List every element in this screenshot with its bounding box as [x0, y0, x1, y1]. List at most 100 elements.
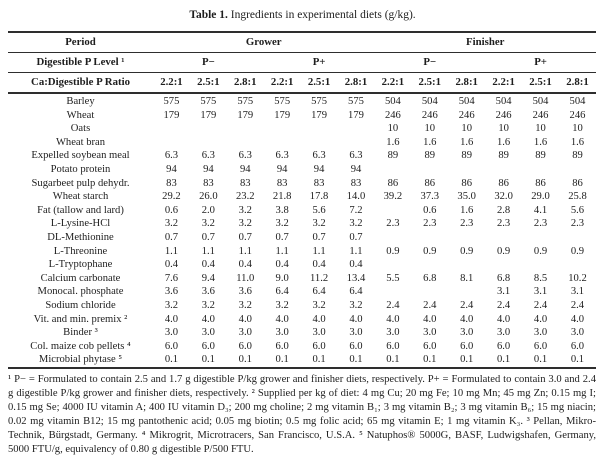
- table-cell: 0.1: [496, 354, 511, 366]
- table-cell: 575: [200, 96, 217, 107]
- table-cell: 504: [458, 96, 475, 107]
- table-row: Sugarbeet pulp dehydr. 83 83 83 83 83 83 86 86 86…: [8, 177, 596, 191]
- table-cell: [448, 258, 485, 272]
- table-cell: 83: [350, 177, 362, 189]
- table-cell: 83: [166, 177, 177, 189]
- table-cell: 13.4: [346, 272, 366, 284]
- table-row: Calcium carbonate 7.6 9.4 11.0 9.0 11.2 13.4 5.…: [8, 272, 596, 286]
- table-cell: 1.1: [201, 245, 215, 257]
- ingredient-label: Binder ³: [63, 327, 98, 339]
- table-cell: 2.3: [533, 218, 548, 230]
- table-cell: 0.7: [312, 231, 326, 243]
- table-caption-text: Ingredients in experimental diets (g/kg)…: [230, 9, 416, 21]
- table-cell: 89: [572, 150, 583, 162]
- table-cell: [374, 204, 411, 218]
- table-cell: 11.0: [236, 272, 255, 284]
- table-cell: [301, 136, 338, 150]
- table-cell: 1.6: [570, 136, 585, 148]
- table-cell: 3.2: [164, 218, 179, 230]
- table-cell: [411, 163, 448, 177]
- table-cell: 3.2: [164, 299, 179, 311]
- table-caption: Table 1. Ingredients in experimental die…: [8, 8, 597, 22]
- table-cell: [227, 122, 264, 136]
- table-cell: 0.4: [164, 259, 179, 271]
- ingredient-label: Microbial phytase ⁵: [38, 354, 123, 366]
- table-cell: 3.2: [201, 218, 215, 230]
- ratio-column-header: 2.5:1: [418, 76, 442, 88]
- ingredient-label: Expelled soybean meal: [31, 150, 130, 162]
- table-cell: 29.0: [531, 191, 550, 203]
- table-cell: 0.6: [164, 204, 179, 216]
- table-cell: 3.2: [238, 204, 252, 216]
- table-cell: 6.3: [275, 150, 289, 162]
- table-cell: 179: [311, 109, 328, 121]
- table-cell: 575: [348, 96, 364, 107]
- table-cell: 0.1: [570, 354, 585, 366]
- table-cell: 83: [239, 177, 251, 189]
- table-cell: [485, 231, 522, 245]
- ingredient-label: DL-Methionine: [47, 231, 114, 243]
- ingredient-label: Wheat starch: [52, 191, 109, 203]
- table-cell: 86: [535, 177, 546, 189]
- table-cell: [411, 258, 448, 272]
- table-cell: 3.2: [238, 218, 252, 230]
- table-cell: 6.0: [386, 340, 400, 352]
- table-cell: 2.3: [423, 218, 437, 230]
- table-cell: 0.1: [460, 354, 474, 366]
- table-cell: 3.8: [275, 204, 289, 216]
- table-cell: 246: [421, 109, 438, 121]
- table-cell: 504: [384, 96, 401, 107]
- ratio-column-header: 2.8:1: [234, 76, 257, 88]
- table-cell: 4.0: [496, 313, 511, 325]
- table-row: Monocal. phosphate 3.6 3.6 3.6 6.4 6.4 6.4 3.1 3…: [8, 285, 596, 299]
- table-cell: 6.8: [423, 272, 437, 284]
- table-cell: 3.0: [312, 327, 326, 339]
- table-cell: 0.4: [201, 259, 215, 271]
- table-cell: 83: [203, 177, 214, 189]
- table-row: Sodium chloride 3.2 3.2 3.2 3.2 3.2 3.2 2.4 2.4 2…: [8, 299, 596, 313]
- table-cell: 179: [163, 109, 180, 121]
- table-cell: 3.0: [423, 327, 437, 339]
- table-cell: 179: [274, 109, 291, 121]
- table-cell: 246: [384, 109, 401, 121]
- table-cell: 0.1: [423, 354, 437, 366]
- table-cell: 4.0: [386, 313, 400, 325]
- table-cell: 89: [461, 150, 472, 162]
- table-row: Barley 575 575 575 575 575 575 504 504 504 504 504 5…: [8, 93, 596, 109]
- table-cell: [374, 258, 411, 272]
- table-cell: 6.3: [201, 150, 215, 162]
- table-cell: 0.1: [201, 354, 215, 366]
- table-cell: 8.1: [460, 272, 474, 284]
- table-cell: 6.0: [201, 340, 215, 352]
- p-level-group-header: P−: [423, 56, 437, 68]
- table-cell: 3.1: [496, 286, 511, 298]
- table-cell: 2.4: [386, 299, 400, 311]
- table-cell: 94: [203, 163, 214, 175]
- table-cell: 575: [237, 96, 254, 107]
- table-cell: 86: [572, 177, 583, 189]
- table-row: Binder ³ 3.0 3.0 3.0 3.0 3.0 3.0 3.0 3.0 3.0 3.0 3.…: [8, 326, 596, 340]
- table-cell: 6.0: [238, 340, 252, 352]
- ratio-column-header: 2.8:1: [455, 76, 478, 88]
- ingredient-label: Fat (tallow and lard): [37, 204, 124, 216]
- table-cell: 0.1: [275, 354, 289, 366]
- ingredient-label: Vit. and min. premix ²: [33, 313, 128, 325]
- table-row: Expelled soybean meal 6.3 6.3 6.3 6.3 6.3 6.3 8…: [8, 149, 596, 163]
- table-cell: 0.7: [201, 231, 215, 243]
- table-cell: 6.0: [570, 340, 585, 352]
- table-cell: 3.2: [349, 218, 363, 230]
- table-cell: 3.0: [201, 327, 215, 339]
- table-cell: 4.0: [275, 313, 289, 325]
- table-cell: 0.6: [423, 204, 437, 216]
- ingredient-label: Col. maize cob pellets ⁴: [30, 340, 131, 352]
- table-cell: 10: [498, 123, 509, 135]
- table-cell: 2.4: [533, 299, 548, 311]
- table-cell: 4.1: [533, 204, 548, 216]
- table-cell: [411, 285, 448, 299]
- table-cell: 1.6: [386, 136, 400, 148]
- table-cell: 29.2: [162, 191, 181, 203]
- table-cell: [559, 258, 596, 272]
- table-cell: 575: [311, 96, 328, 107]
- table-cell: 2.0: [201, 204, 215, 216]
- ratio-column-header: 2.5:1: [307, 76, 331, 88]
